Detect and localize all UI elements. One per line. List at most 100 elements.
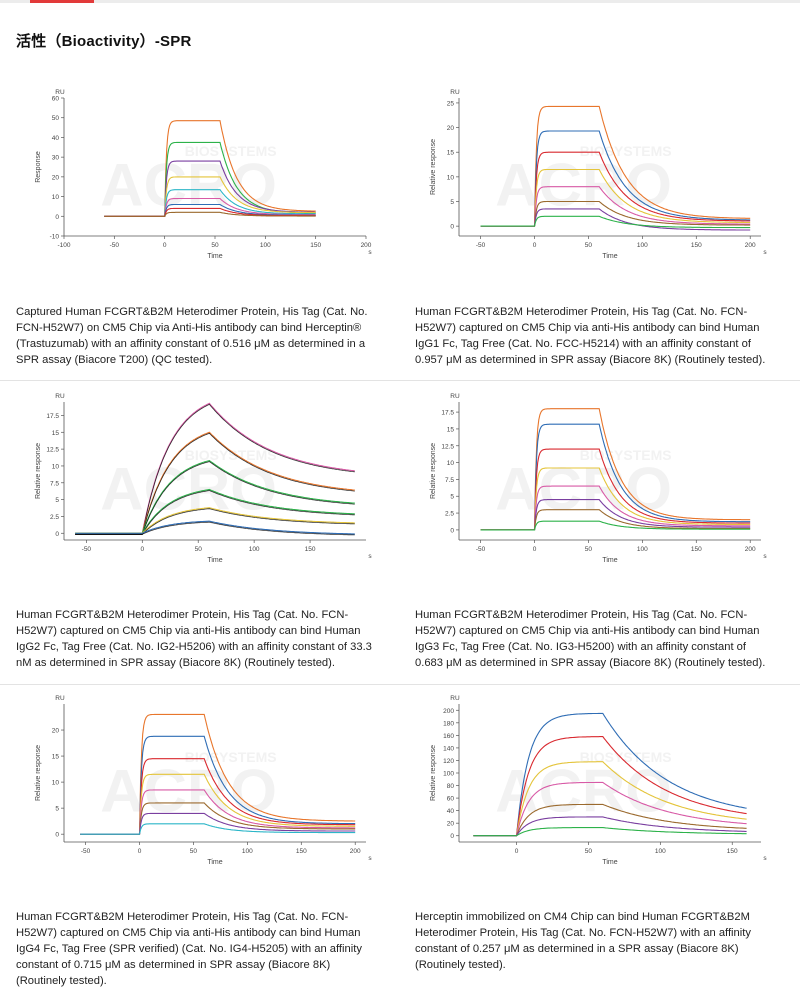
row-divider	[0, 684, 800, 685]
x-tick-label: 200	[745, 546, 756, 553]
spr-chart-5: ACRO BIOSYSTEMS 0 5 10 15 20 -50 0 50 100 150 200 RU s…	[30, 692, 378, 870]
spr-chart-6: ACRO BIOSYSTEMS 0 20 40 60 80 100 120 140 160 180 20…	[425, 692, 773, 870]
chart-6-caption: Herceptin immobilized on CM4 Chip can bi…	[415, 911, 751, 971]
y-tick-label: 15	[52, 754, 60, 761]
y-tick-label: 5	[450, 199, 454, 206]
section-title: 活性（Bioactivity）-SPR	[16, 33, 192, 50]
y-tick-label: 20	[447, 821, 455, 828]
x-tick-label: 50	[195, 546, 203, 553]
series-line-c2	[473, 736, 747, 837]
chart-5-caption: Human FCGRT&B2M Heterodimer Protein, His…	[16, 911, 362, 987]
x-tick-label: 100	[242, 848, 253, 855]
y-tick-label: 0	[450, 224, 454, 231]
y-tick-label: 5	[55, 497, 59, 504]
y-tick-label: 0	[55, 832, 59, 839]
x-tick-label: -50	[81, 848, 91, 855]
y-axis-title: Relative response	[430, 443, 437, 499]
watermark-text: ACRO	[100, 152, 277, 219]
y-tick-label: 0	[55, 531, 59, 538]
x-tick-label: 100	[637, 242, 648, 249]
y-tick-label: 25	[447, 100, 455, 107]
spr-chart-3: ACRO BIOSYSTEMS 0 2.5 5 7.5 10 12.5 15 17.5 -50 0 50…	[30, 390, 378, 568]
y-tick-label: 20	[52, 174, 60, 181]
x-tick-label: 150	[296, 848, 307, 855]
series-line-c6	[75, 520, 355, 535]
y-tick-label: 0	[450, 527, 454, 534]
spr-chart-2: ACRO BIOSYSTEMS 0 5 10 15 20 25 -50 0 50 100 150 200 R…	[425, 86, 773, 264]
series-line-c5	[473, 803, 747, 837]
series-line-c6	[473, 816, 747, 837]
y-axis-title: Relative response	[430, 139, 437, 195]
y-tick-label: 40	[52, 135, 60, 142]
x-axis-title: Time	[207, 859, 222, 866]
y-tick-label: 7.5	[50, 480, 59, 487]
y-tick-label: 120	[443, 758, 454, 765]
y-axis-title: Relative response	[35, 443, 42, 499]
x-axis-title: Time	[207, 557, 222, 564]
y-tick-label: 17.5	[441, 410, 454, 417]
x-axis-title: Time	[602, 557, 617, 564]
x-tick-label: 0	[163, 242, 167, 249]
x-tick-label: 200	[350, 848, 361, 855]
y-tick-label: -10	[50, 234, 60, 241]
watermark-text: BIOSYSTEMS	[185, 447, 277, 463]
y-tick-label: 180	[443, 720, 454, 727]
y-tick-label: 10	[52, 463, 60, 470]
x-tick-label: 50	[585, 546, 593, 553]
x-tick-label: -50	[110, 242, 120, 249]
y-tick-label: 30	[52, 155, 60, 162]
y-tick-label: 20	[447, 125, 455, 132]
series-line-c8	[480, 215, 751, 229]
y-unit-label: RU	[450, 695, 460, 702]
series-line-c9	[104, 211, 316, 217]
row-divider	[0, 380, 800, 381]
watermark-text: ACRO	[100, 758, 277, 825]
spr-chart-4: ACRO BIOSYSTEMS 0 2.5 5 7.5 10 12.5 15 17.5 -50 0 50…	[425, 390, 773, 568]
y-tick-label: 200	[443, 708, 454, 715]
y-tick-label: 100	[443, 771, 454, 778]
y-tick-label: 12.5	[441, 443, 454, 450]
x-unit-label: s	[763, 553, 767, 560]
x-tick-label: 100	[637, 546, 648, 553]
y-tick-label: 17.5	[46, 413, 59, 420]
y-unit-label: RU	[450, 89, 460, 96]
series-line-c8	[80, 823, 356, 835]
x-tick-label: -100	[57, 242, 70, 249]
fit-line-c6	[75, 521, 355, 536]
series-line-c3	[473, 761, 747, 837]
y-unit-label: RU	[55, 89, 65, 96]
y-tick-label: 10	[447, 174, 455, 181]
series-line-c7	[473, 827, 747, 837]
y-tick-label: 12.5	[46, 447, 59, 454]
x-axis-title: Time	[602, 859, 617, 866]
x-tick-label: 0	[533, 546, 537, 553]
series-line-c4	[473, 781, 747, 837]
x-tick-label: 50	[190, 848, 198, 855]
y-tick-label: 50	[52, 115, 60, 122]
x-tick-label: 150	[691, 242, 702, 249]
y-tick-label: 160	[443, 733, 454, 740]
x-tick-label: 0	[533, 242, 537, 249]
x-tick-label: 200	[745, 242, 756, 249]
chart-1-caption: Captured Human FCGRT&B2M Heterodimer Pro…	[16, 306, 368, 366]
y-tick-label: 2.5	[445, 511, 454, 518]
watermark-text: ACRO	[495, 456, 672, 523]
y-axis-title: Relative response	[35, 745, 42, 801]
watermark-text: BIOSYSTEMS	[580, 143, 672, 159]
chart-2-caption: Human FCGRT&B2M Heterodimer Protein, His…	[415, 306, 766, 366]
y-unit-label: RU	[450, 393, 460, 400]
active-tab-indicator	[30, 0, 94, 3]
y-tick-label: 15	[52, 430, 60, 437]
x-axis-title: Time	[602, 253, 617, 260]
y-tick-label: 5	[55, 806, 59, 813]
y-tick-label: 15	[447, 150, 455, 157]
x-tick-label: 150	[310, 242, 321, 249]
y-tick-label: 60	[52, 96, 60, 103]
x-axis-title: Time	[207, 253, 222, 260]
y-tick-label: 5	[450, 494, 454, 501]
y-axis-title: Relative response	[430, 745, 437, 801]
series-line-c8	[480, 520, 751, 531]
x-tick-label: -50	[476, 546, 486, 553]
